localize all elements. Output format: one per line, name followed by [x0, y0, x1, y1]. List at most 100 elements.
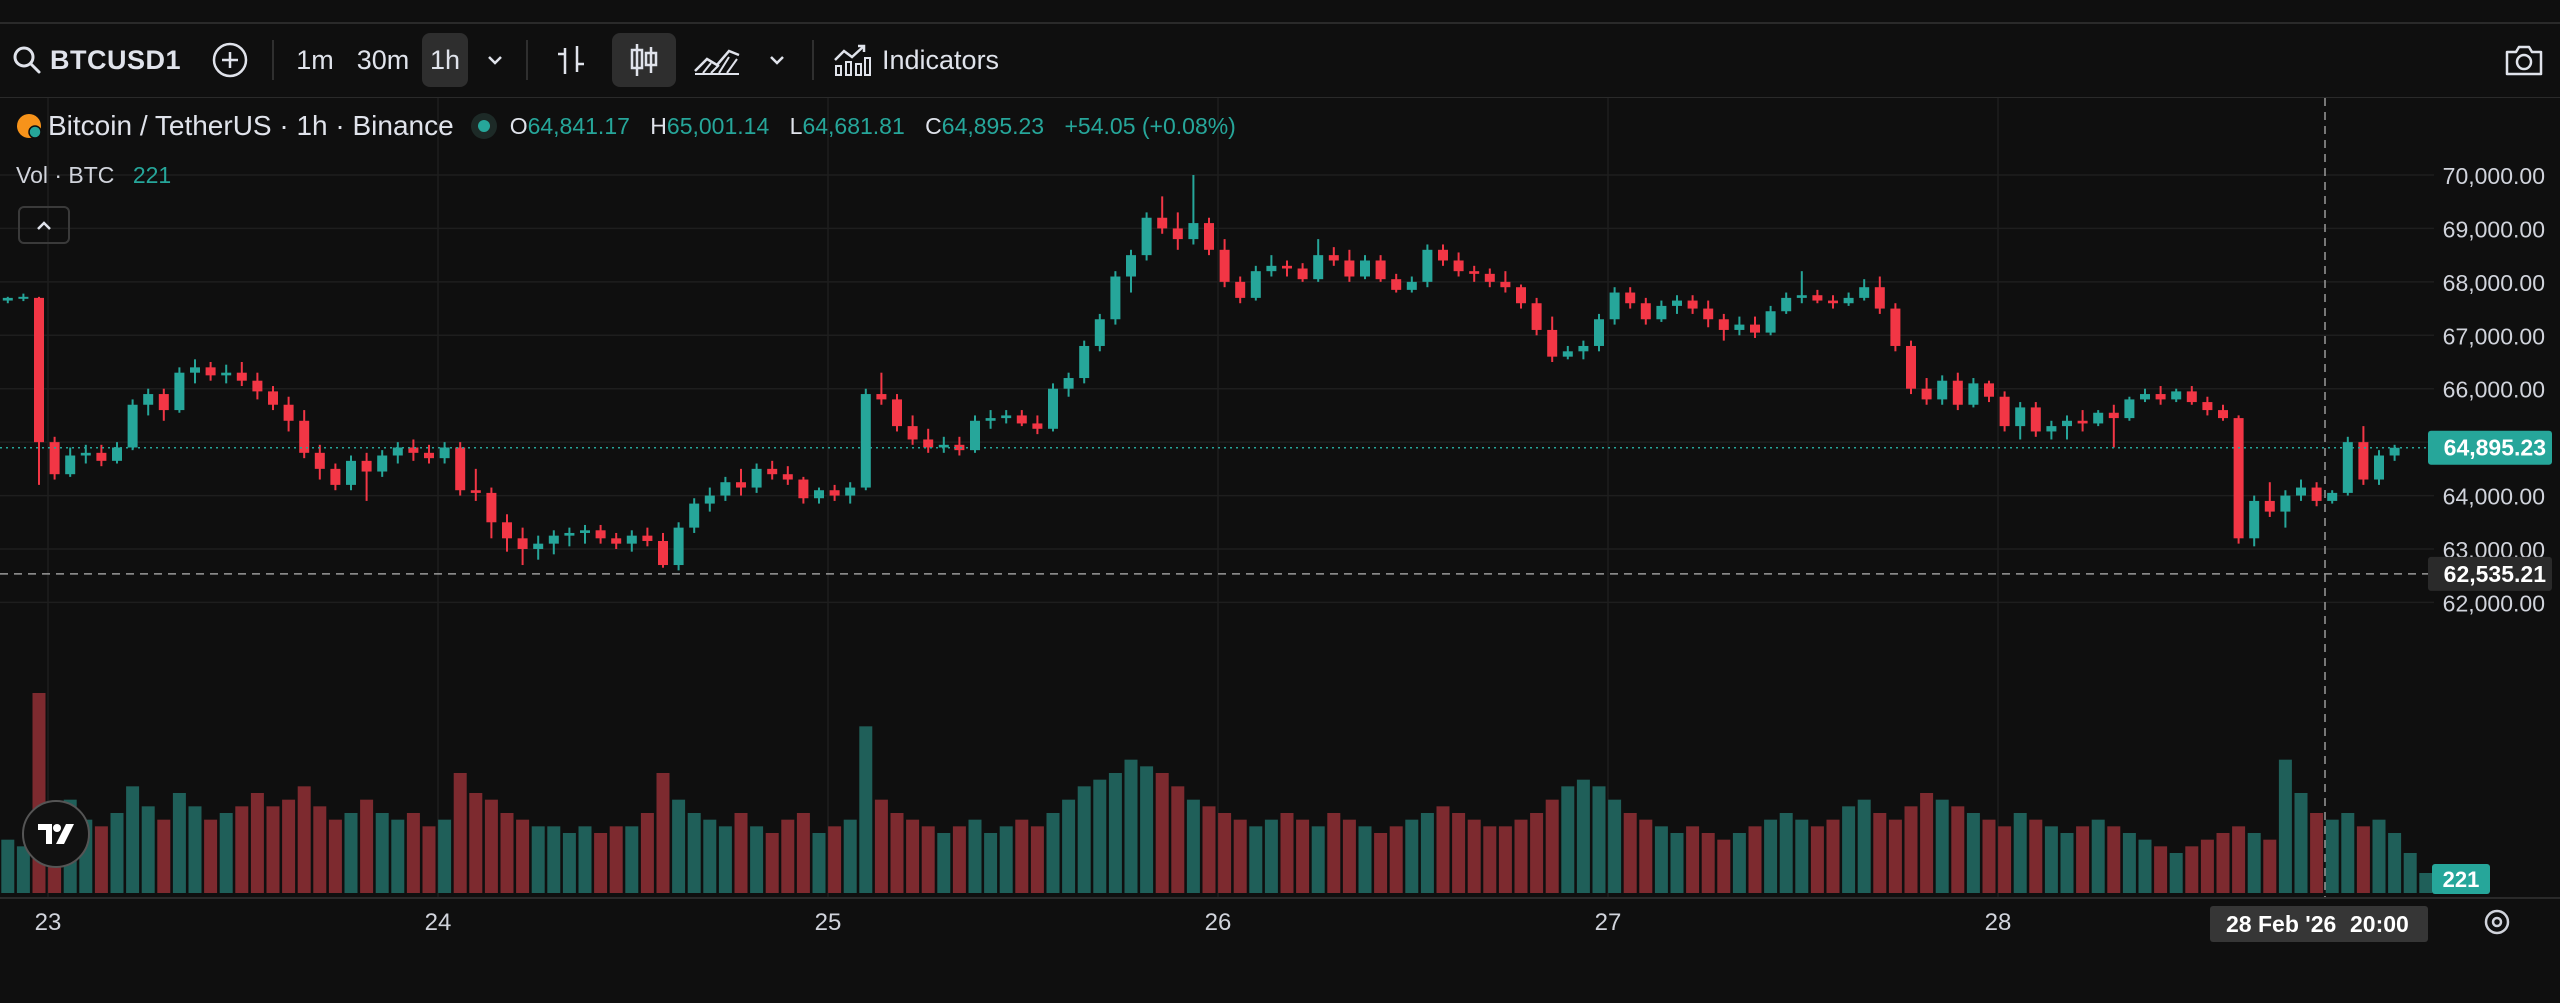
volume-bar	[2388, 833, 2402, 893]
area-chart-type-button[interactable]	[690, 33, 744, 87]
volume-value-badge	[2432, 864, 2490, 894]
price-tick-label: 69,000.00	[2443, 216, 2545, 242]
volume-bar	[344, 813, 358, 893]
candle-body	[2389, 447, 2400, 456]
volume-bar	[672, 799, 686, 893]
price-chart[interactable]: 70,000.00 69,000.00 68,000.00 67,000.00 66,0…	[0, 98, 2560, 1003]
volume-bar	[1093, 779, 1107, 893]
high-key: H	[650, 112, 667, 139]
time-axis-background	[0, 898, 2560, 1003]
volume-bar	[2107, 826, 2121, 893]
candle-body	[18, 296, 29, 299]
candle-body	[34, 297, 44, 443]
volume-label[interactable]: Vol · BTC	[16, 162, 115, 188]
volume-bar	[1062, 799, 1076, 893]
time-tick-label: 25	[815, 909, 842, 936]
volume-bar	[1483, 826, 1497, 893]
candle-body	[96, 452, 107, 461]
volume-bar	[859, 726, 873, 893]
symbol-title[interactable]: Bitcoin / TetherUS · 1h · Binance	[48, 110, 454, 141]
volume-bar	[484, 799, 498, 893]
volume-bar	[1654, 826, 1668, 893]
volume-bar	[1717, 839, 1731, 893]
candle-body	[158, 394, 169, 411]
candle-body	[1781, 297, 1792, 312]
high-value: 65,001.14	[666, 112, 770, 139]
candle-body	[361, 460, 372, 472]
low-value: 64,681.81	[802, 112, 905, 139]
volume-bar	[1436, 806, 1450, 893]
volume-bar	[1140, 766, 1154, 893]
candle-body	[377, 455, 388, 472]
candle-body	[1937, 380, 1948, 400]
volume-bar	[1171, 786, 1185, 893]
candle-body	[580, 530, 590, 533]
volume-bar	[984, 833, 998, 893]
candle-body	[517, 538, 528, 549]
candle-body	[1422, 249, 1433, 282]
volume-bar	[157, 819, 171, 893]
candle-body	[1906, 345, 1916, 389]
time-axis[interactable]: 23 24 25 26 27 28 28 Feb '26 20:00	[0, 897, 2560, 1003]
tradingview-logo-icon	[38, 824, 74, 844]
candle-body	[1750, 324, 1760, 333]
candle-body	[954, 444, 965, 451]
volume-bar	[2169, 853, 2183, 893]
tradingview-logo[interactable]	[22, 800, 90, 868]
screenshot-button[interactable]	[2496, 33, 2552, 87]
interval-30m-button[interactable]: 30m	[356, 44, 410, 75]
candle-body	[2264, 500, 2275, 512]
axis-settings-icon[interactable]	[2484, 909, 2510, 935]
interval-dropdown-button[interactable]	[474, 33, 516, 87]
volume-bar	[2263, 839, 2277, 893]
open-value: 64,841.17	[527, 112, 630, 139]
volume-bar	[1077, 786, 1091, 893]
candle-body	[1032, 423, 1043, 429]
volume-bar	[360, 799, 374, 893]
volume-bar	[1686, 826, 1700, 893]
volume-bar	[1732, 833, 1746, 893]
candle-body	[533, 543, 544, 549]
volume-bar	[2060, 833, 2074, 893]
volume-bar	[1530, 813, 1544, 893]
volume-bar	[219, 813, 233, 893]
candle-body	[970, 420, 980, 451]
candlestick-chart-type-button[interactable]	[612, 33, 676, 87]
volume-bar	[2216, 833, 2230, 893]
volume-bar	[1498, 826, 1512, 893]
gear-inner	[2491, 916, 2503, 928]
time-tick-label: 28	[1985, 909, 2012, 936]
candle-body	[751, 468, 762, 488]
candle-body	[2030, 407, 2041, 432]
volume-bar	[874, 799, 888, 893]
candle-body	[611, 538, 622, 544]
price-axis[interactable]: 70,000.00 69,000.00 68,000.00 67,000.00 66,0…	[2428, 98, 2560, 898]
volume-bar	[422, 826, 436, 893]
candle-body	[486, 492, 497, 523]
crosshair-time-label: 20:00	[2350, 911, 2409, 937]
price-tick-label: 64,000.00	[2443, 484, 2545, 510]
interval-1m-button[interactable]: 1m	[296, 44, 334, 75]
candle-body	[2093, 412, 2104, 424]
candle-body	[1266, 265, 1277, 272]
volume-bar	[1779, 813, 1793, 893]
candle-body	[704, 495, 715, 504]
interval-1h-button[interactable]: 1h	[422, 33, 468, 87]
chart-type-dropdown-button[interactable]	[756, 33, 798, 87]
top-toolbar: BTCUSD1 1m 30m 1h	[0, 0, 2560, 98]
add-symbol-button[interactable]	[206, 33, 254, 87]
collapse-legend-button[interactable]	[18, 206, 70, 244]
candle-body	[2, 297, 13, 301]
bar-chart-type-button[interactable]	[546, 33, 596, 87]
volume-bar	[516, 819, 530, 893]
candle-body	[1079, 345, 1090, 379]
indicators-button[interactable]: Indicators	[832, 33, 1032, 87]
candle-body	[907, 426, 918, 440]
volume-bar	[204, 819, 218, 893]
candle-body	[2108, 412, 2119, 419]
volume-bar	[1327, 813, 1341, 893]
time-tick-label: 27	[1595, 909, 1622, 936]
area-chart-icon	[694, 49, 740, 75]
symbol-search-button[interactable]: BTCUSD1	[10, 33, 200, 87]
volume-bar	[765, 833, 779, 893]
